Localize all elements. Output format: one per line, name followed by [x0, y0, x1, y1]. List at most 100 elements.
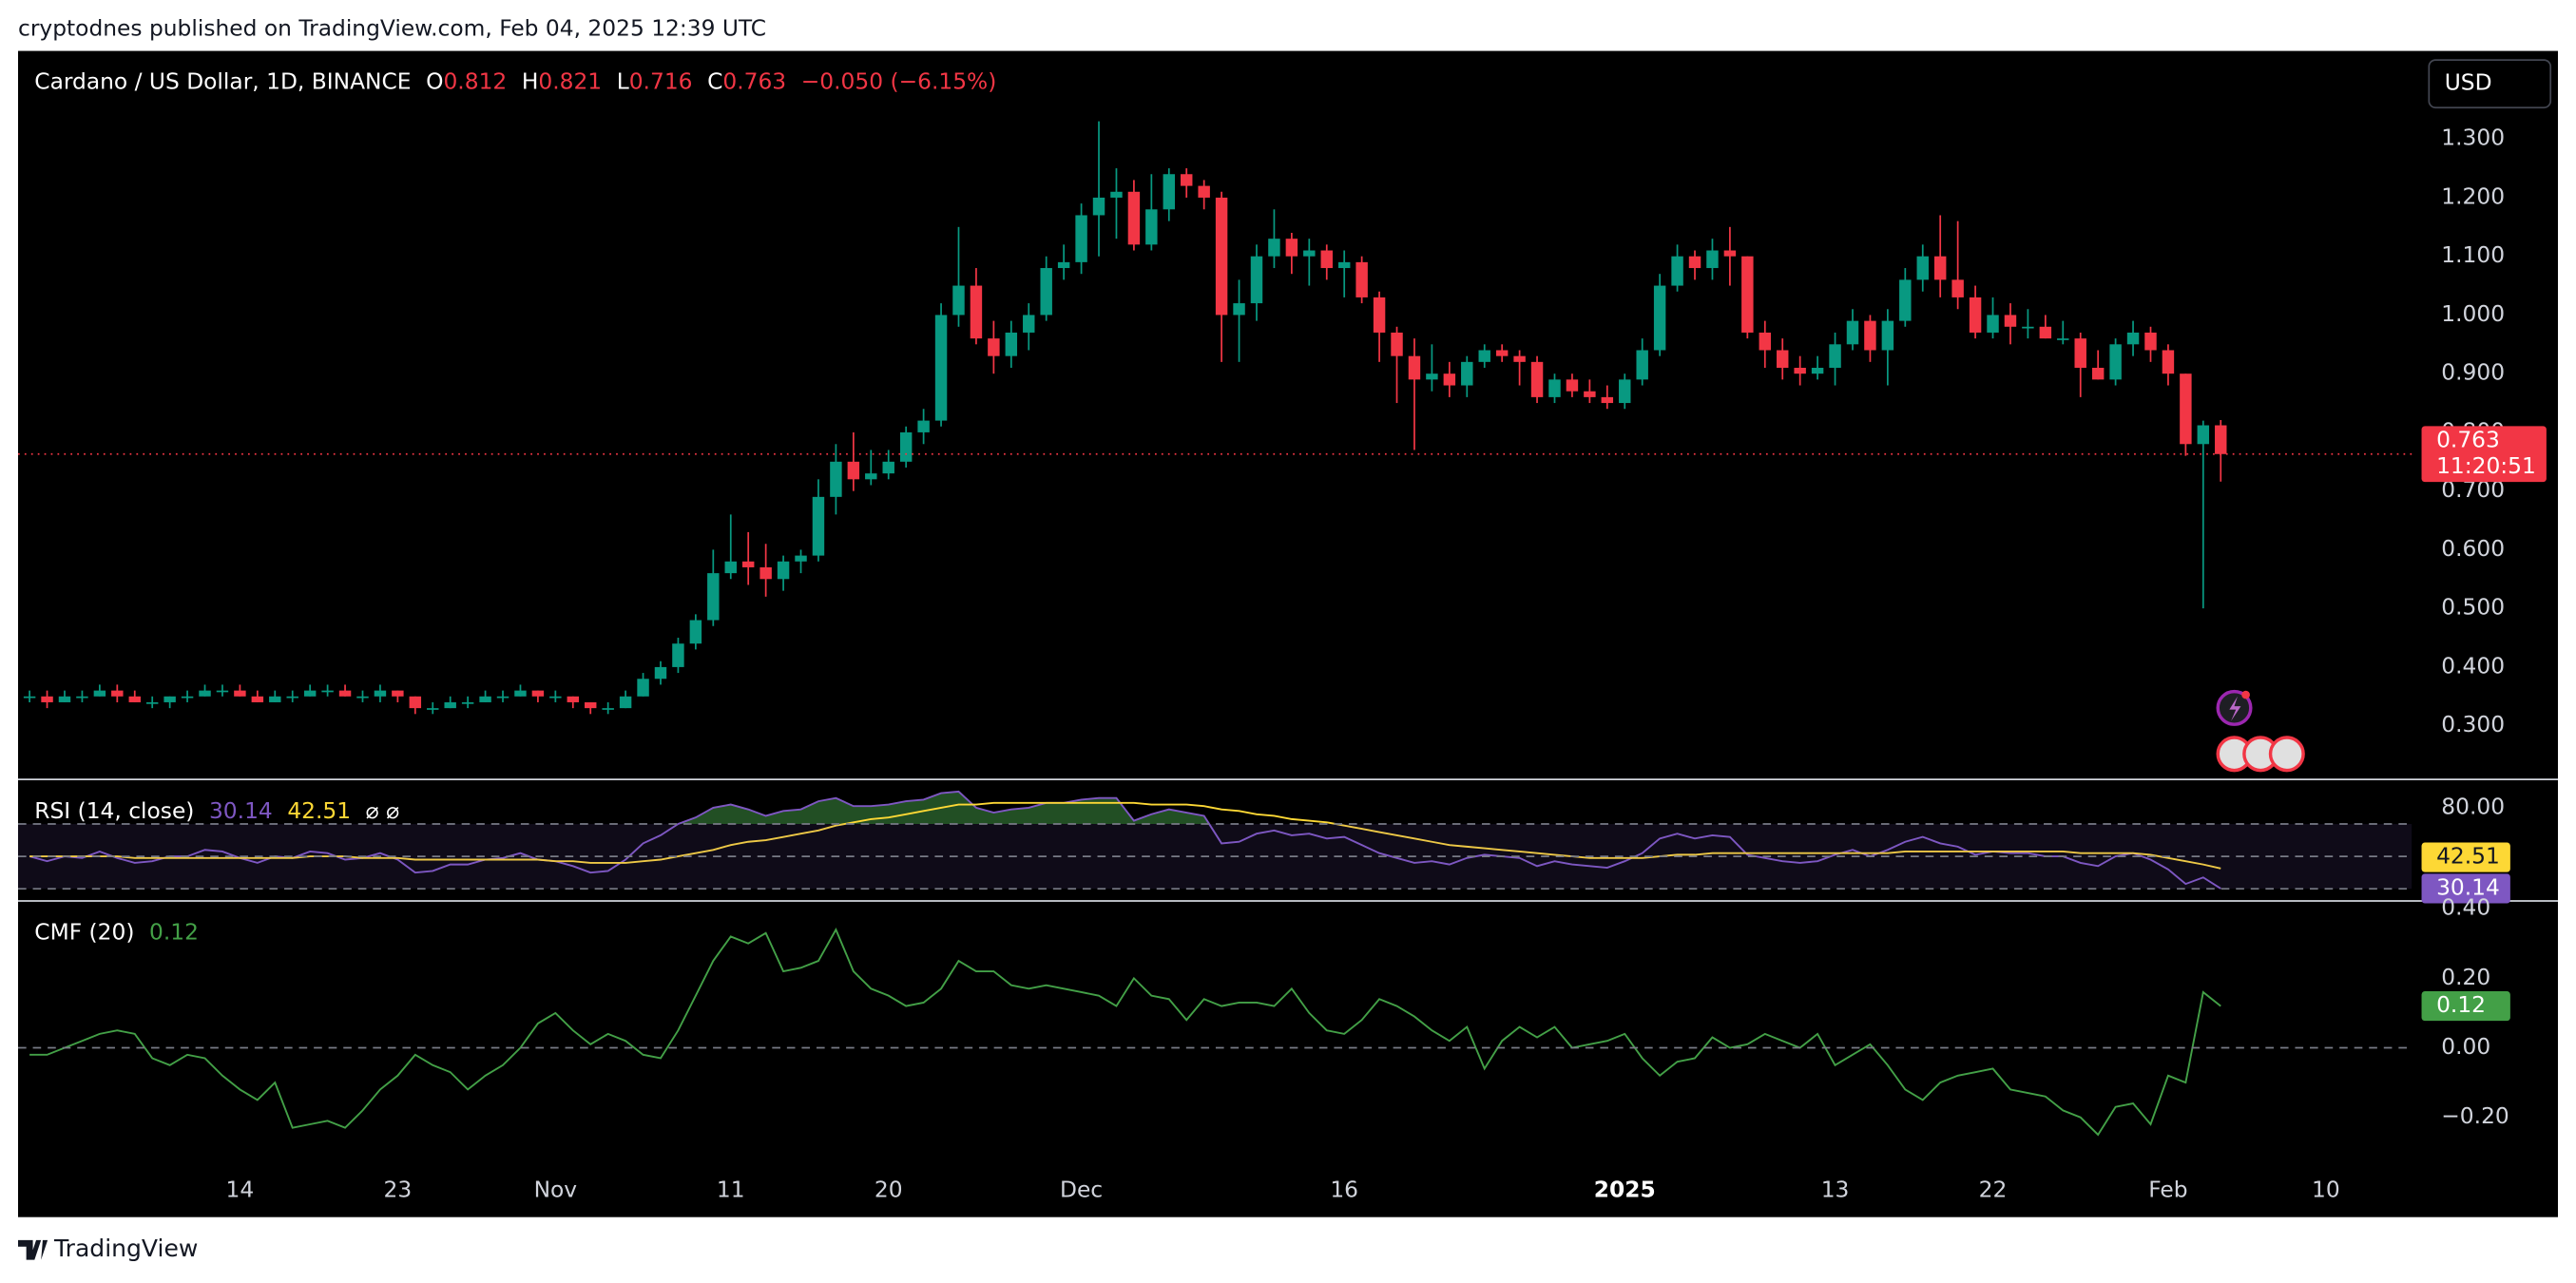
candle-body — [199, 690, 211, 697]
candle-body — [934, 315, 948, 421]
currency-label[interactable]: USD — [2445, 69, 2492, 96]
candle-body — [689, 620, 702, 644]
candle-body — [374, 690, 387, 697]
candle-body — [795, 555, 807, 562]
candle-body — [1566, 379, 1579, 392]
x-tick-label: 10 — [2312, 1177, 2340, 1203]
candle-body — [1181, 174, 1193, 186]
publish-note: cryptodnes published on TradingView.com,… — [18, 15, 766, 42]
candle-body — [619, 696, 632, 709]
candle-body — [1320, 250, 1333, 269]
candle-body — [2022, 326, 2034, 329]
y-tick-label: 80.00 — [2441, 793, 2505, 819]
legend: Cardano / US Dollar, 1D, BINANCE O0.812 H0… — [34, 67, 996, 94]
y-tick-label: 1.300 — [2441, 124, 2505, 151]
candle-body — [2109, 344, 2122, 380]
candle-body — [1723, 250, 1737, 257]
candle-body — [181, 696, 194, 699]
x-tick-label: 23 — [384, 1177, 413, 1203]
candle-body — [2126, 332, 2140, 345]
indicator-line — [29, 927, 2221, 1137]
legend-ohlc-value: 0.763 — [722, 67, 786, 94]
legend-title: Cardano / US Dollar, 1D, BINANCE — [34, 67, 411, 94]
candle-body — [1969, 297, 1982, 333]
candle-body — [952, 285, 965, 316]
candle-body — [444, 701, 456, 709]
band-fill — [18, 823, 2413, 890]
y-tick-label: 1.100 — [2441, 241, 2505, 268]
candle-body — [1426, 373, 1438, 380]
legend-extra: ⌀ ⌀ — [366, 796, 400, 823]
candle-body — [163, 696, 176, 702]
candle-body — [672, 643, 684, 667]
candle-body — [724, 561, 737, 574]
flag-icon[interactable] — [2268, 736, 2305, 773]
candle-body — [251, 696, 264, 702]
y-tick-label: 0.500 — [2441, 594, 2505, 621]
candle-body — [23, 696, 36, 699]
candle-body — [1443, 373, 1456, 386]
candle-body — [1495, 350, 1509, 356]
y-tick-label: 0.400 — [2441, 652, 2505, 679]
candle-body — [1057, 261, 1070, 269]
legend-title: RSI (14, close) — [34, 796, 194, 823]
candle-body — [2091, 368, 2105, 380]
legend-value: 42.51 — [287, 796, 351, 823]
legend-ohlc-label: H — [522, 67, 539, 94]
x-tick-label: 13 — [1821, 1177, 1850, 1203]
y-tick-label: 0.20 — [2441, 964, 2490, 990]
y-tick-label: 0.300 — [2441, 711, 2505, 737]
candle-body — [759, 566, 772, 580]
legend-ohlc-value: 0.812 — [443, 67, 507, 94]
candle-body — [882, 461, 894, 474]
candle-body — [899, 431, 913, 462]
value-tag: 30.14 — [2436, 873, 2500, 900]
legend-ohlc-label: L — [617, 67, 629, 94]
candle-body — [1619, 379, 1631, 404]
candle-body — [2180, 373, 2192, 445]
candle-body — [1548, 379, 1561, 397]
currency-button[interactable] — [2428, 59, 2552, 109]
y-tick-label: 1.200 — [2441, 182, 2505, 209]
candle-body — [865, 473, 877, 480]
candle-body — [549, 696, 562, 699]
legend-ohlc-value: 0.716 — [629, 67, 693, 94]
candle-body — [741, 561, 755, 567]
candle-body — [356, 696, 369, 699]
y-tick-label: 1.000 — [2441, 300, 2505, 327]
candle-body — [2039, 326, 2052, 339]
candle-body — [1110, 191, 1123, 198]
candle-body — [1671, 256, 1683, 286]
candle-body — [1303, 250, 1316, 257]
candle-body — [1408, 355, 1421, 380]
last-price-tag-countdown: 11:20:51 — [2436, 452, 2536, 479]
candle-body — [1829, 344, 1841, 369]
candle-body — [479, 696, 491, 702]
candle-body — [1040, 268, 1052, 316]
candle-body — [1899, 279, 1912, 321]
candle-body — [1127, 191, 1141, 245]
candle-body — [1916, 256, 1929, 280]
candle-body — [2162, 350, 2175, 374]
candle-body — [269, 696, 281, 702]
candle-body — [1233, 303, 1245, 316]
candle-body — [830, 461, 842, 497]
candle-body — [1653, 285, 1666, 351]
candle-body — [58, 696, 71, 702]
plot-area — [23, 121, 2227, 1137]
candle-body — [128, 696, 141, 702]
candle-body — [286, 696, 298, 699]
x-tick-label: Feb — [2148, 1177, 2187, 1203]
candle-body — [1933, 256, 1947, 280]
candle-body — [2144, 332, 2157, 351]
candle-body — [1777, 350, 1789, 369]
y-tick-label: −0.20 — [2441, 1102, 2509, 1129]
candle-body — [531, 690, 545, 697]
candle-body — [1881, 320, 1894, 351]
candle-body — [1075, 215, 1087, 262]
x-tick-label: Dec — [1060, 1177, 1103, 1203]
candle-body — [41, 696, 53, 702]
candle-body — [1461, 361, 1473, 386]
candle-body — [461, 701, 474, 704]
candle-body — [970, 285, 983, 339]
